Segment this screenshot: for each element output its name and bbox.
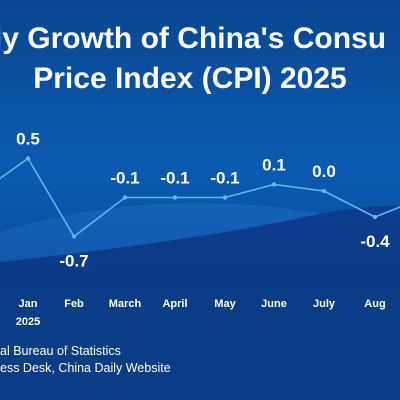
data-label: 0.1 — [262, 156, 286, 175]
data-label: -0.1 — [210, 169, 239, 188]
data-label: -0.7 — [59, 252, 88, 271]
x-tick-label: June — [261, 298, 287, 310]
design-credit: ess Desk, China Daily Website — [0, 361, 171, 375]
x-tick-label: July — [313, 298, 336, 310]
x-tick-label: April — [162, 298, 187, 310]
series-line-lead-in — [0, 157, 29, 180]
x-tick-label: March — [109, 298, 142, 310]
x-tick-label: Feb — [64, 298, 84, 310]
data-point — [25, 156, 31, 161]
data-label: 0.0 — [312, 162, 336, 181]
data-label: -0.1 — [110, 169, 139, 188]
plot-area: 0.5 Jan 2025 -0.7 Feb -0.1 March -0.1 April -0.1 M… — [0, 130, 400, 328]
x-tick-label: May — [214, 298, 236, 310]
series-line — [27, 158, 376, 238]
data-point — [71, 234, 77, 239]
data-point — [271, 182, 277, 187]
data-point — [372, 214, 378, 220]
source-credit: al Bureau of Statistics — [0, 344, 121, 358]
data-label: -0.1 — [160, 169, 189, 188]
x-tick-label: Jan — [19, 298, 38, 310]
series-line-lead-out — [374, 206, 400, 218]
data-point — [321, 188, 327, 194]
footer-band — [0, 286, 400, 400]
data-label: -0.4 — [360, 232, 390, 251]
chart-title-line-2: Price Index (CPI) 2025 — [33, 62, 347, 95]
data-point — [222, 195, 228, 200]
data-point — [172, 195, 178, 200]
data-label: 0.5 — [16, 130, 40, 149]
chart-title-line-1: ly Growth of China's Consu — [0, 22, 387, 55]
data-point — [122, 195, 128, 200]
x-tick-sublabel: 2025 — [16, 316, 40, 328]
x-tick-label: Aug — [364, 298, 385, 310]
